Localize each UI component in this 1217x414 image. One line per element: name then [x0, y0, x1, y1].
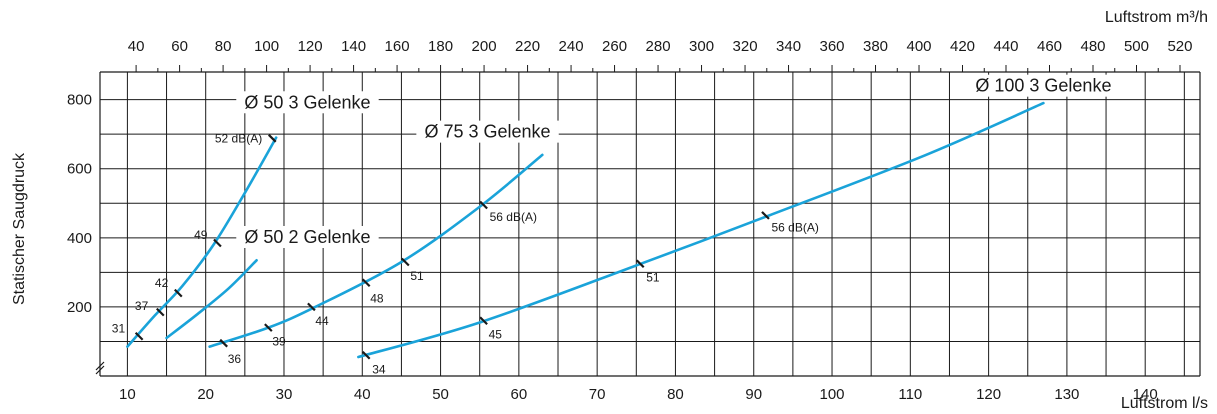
series-label: Ø 50 2 Gelenke: [244, 227, 370, 247]
sound-level-label: 39: [272, 335, 286, 349]
x-tick-label-top: 420: [950, 38, 975, 55]
x-tick-label-top: 360: [820, 38, 845, 55]
x-tick-label-bottom: 100: [820, 386, 845, 403]
sound-level-mark: [156, 307, 165, 317]
sound-level-label: 48: [370, 292, 384, 306]
axes: [95, 71, 1201, 377]
series-line: [126, 136, 278, 348]
sound-level-label: 34: [372, 362, 386, 376]
series-label-background: [416, 120, 559, 143]
x-tick-label-top: 440: [993, 38, 1018, 55]
x-tick-label-top: 300: [689, 38, 714, 55]
sound-level-label: 52 dB(A): [215, 131, 262, 145]
series-label-background: [967, 74, 1120, 97]
x-tick-label-bottom: 140: [1133, 386, 1158, 403]
x-tick-label-top: 140: [341, 38, 366, 55]
x-axis-title-bottom: Luftstrom l/s: [1121, 395, 1208, 412]
sound-level-label: 31: [112, 321, 126, 335]
x-tick-label-bottom: 50: [432, 386, 449, 403]
sound-level-mark: [401, 257, 410, 267]
axis-break-icon: [95, 361, 105, 375]
sound-level-mark: [479, 316, 488, 326]
marks: 31 37 42 49 52 dB(A) 36 39 44 48 51 56 dB(A) 34 45 51…: [112, 131, 819, 376]
sound-level-mark: [174, 288, 183, 298]
y-tick-label: 400: [67, 230, 92, 247]
sound-level-label: 51: [410, 269, 424, 283]
sound-level-label: 36: [228, 352, 242, 366]
sound-level-label: 56 dB(A): [490, 210, 537, 224]
sound-level-mark: [361, 278, 371, 288]
labels: Ø 50 3 Gelenke Ø 50 2 Gelenke Ø 75 3 Gelen…: [236, 74, 1120, 248]
x-tick-label-top: 220: [515, 38, 540, 55]
sound-level-mark: [264, 323, 273, 332]
sound-level-label: 42: [155, 276, 169, 290]
x-tick-label-bottom: 60: [511, 386, 528, 403]
series-label: Ø 50 3 Gelenke: [244, 92, 370, 112]
x-tick-label-bottom: 120: [976, 386, 1001, 403]
sound-level-label: 45: [489, 328, 503, 342]
series-label-background: [236, 91, 379, 114]
x-tick-label-top: 100: [254, 38, 279, 55]
x-tick-label-bottom: 80: [667, 386, 684, 403]
x-tick-label-top: 40: [128, 38, 145, 55]
series-label-background: [236, 226, 379, 248]
x-tick-label-top: 200: [472, 38, 497, 55]
x-tick-label-top: 260: [602, 38, 627, 55]
sound-level-mark: [213, 238, 222, 248]
x-tick-label-top: 240: [559, 38, 584, 55]
x-tick-label-top: 520: [1167, 38, 1192, 55]
y-tick-label: 200: [67, 299, 92, 316]
grid: [100, 72, 1200, 376]
sound-level-mark: [361, 350, 371, 360]
x-tick-label-bottom: 40: [354, 386, 371, 403]
x-tick-label-top: 400: [907, 38, 932, 55]
ticks: 10 20 30 40 50 60 70 80 90 100 110 120 130 140 200 400 6…: [67, 38, 1193, 403]
x-tick-label-top: 460: [1037, 38, 1062, 55]
sound-level-label: 51: [646, 271, 660, 285]
series-label: Ø 100 3 Gelenke: [975, 76, 1111, 96]
x-tick-label-bottom: 90: [745, 386, 762, 403]
x-tick-label-top: 280: [646, 38, 671, 55]
sound-level-label: 56 dB(A): [771, 220, 818, 234]
series-line: [165, 258, 258, 340]
x-tick-label-bottom: 10: [119, 386, 136, 403]
sound-level-mark: [267, 134, 277, 143]
sound-level-label: 44: [315, 314, 329, 328]
sound-level-mark: [635, 259, 645, 269]
x-tick-label-top: 80: [215, 38, 232, 55]
x-tick-label-top: 500: [1124, 38, 1149, 55]
x-tick-label-top: 180: [428, 38, 453, 55]
x-tick-label-top: 340: [776, 38, 801, 55]
y-axis-title: Statischer Saugdruck: [11, 152, 28, 305]
x-tick-label-bottom: 30: [276, 386, 293, 403]
series-label: Ø 75 3 Gelenke: [424, 122, 550, 142]
x-tick-label-top: 380: [863, 38, 888, 55]
sound-level-label: 49: [194, 228, 208, 242]
x-tick-label-top: 160: [385, 38, 410, 55]
sound-level-mark: [761, 211, 770, 220]
sound-level-mark: [219, 338, 228, 348]
x-tick-label-top: 480: [1080, 38, 1105, 55]
sound-level-mark: [307, 302, 316, 312]
sound-level-mark: [479, 200, 488, 210]
x-tick-label-bottom: 70: [589, 386, 606, 403]
x-tick-label-top: 120: [298, 38, 323, 55]
x-tick-label-bottom: 20: [197, 386, 214, 403]
sound-level-label: 37: [135, 299, 149, 313]
x-tick-label-bottom: 130: [1054, 386, 1079, 403]
x-tick-label-top: 60: [171, 38, 188, 55]
series-line: [357, 101, 1045, 359]
y-tick-label: 800: [67, 92, 92, 109]
sound-level-mark: [134, 331, 144, 341]
x-tick-label-bottom: 110: [898, 386, 922, 403]
y-tick-label: 600: [67, 161, 92, 178]
x-tick-label-top: 320: [733, 38, 758, 55]
x-axis-title-top: Luftstrom m³/h: [1105, 9, 1208, 26]
